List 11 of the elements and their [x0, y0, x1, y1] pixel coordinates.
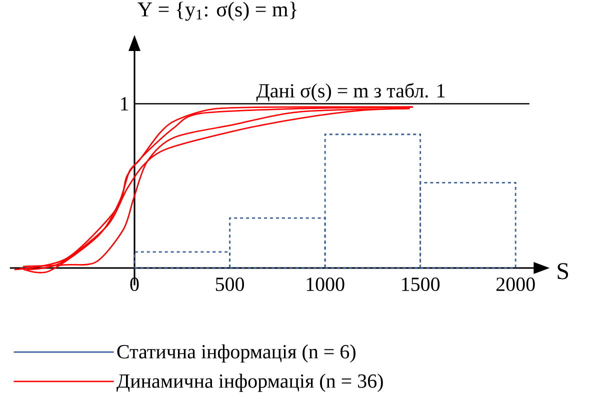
ref-line-label: Дані σ(s) = m з табл. 1	[256, 83, 445, 102]
legend-label: Динамична інформація (n = 36)	[116, 374, 383, 392]
x-axis-title: S	[558, 263, 568, 280]
legend-label: Статична інформація (n = 6)	[117, 344, 356, 363]
annotation: 1	[121, 97, 128, 110]
x-tick-label: 2000	[496, 278, 535, 292]
x-tick-label: 1000	[306, 278, 344, 292]
chart-title: Y = {y$_{1}$: σ(s) = m}	[138, 2, 296, 21]
x-tick-label: 0	[130, 278, 139, 292]
x-tick-label: 1500	[402, 278, 440, 292]
x-tick-label: 500	[216, 278, 244, 292]
